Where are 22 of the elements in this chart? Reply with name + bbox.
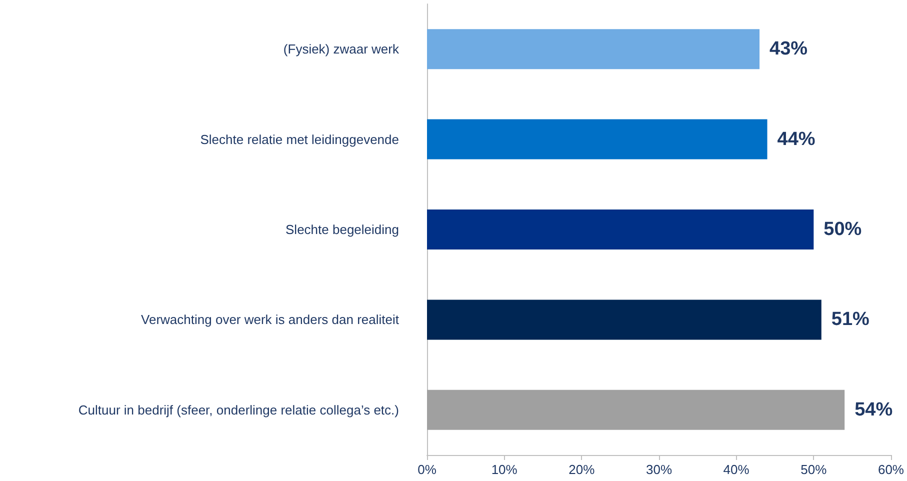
x-tick-label: 50% <box>800 462 828 477</box>
data-label: 43% <box>770 38 808 60</box>
bar <box>427 300 822 340</box>
y-tick-label: Verwachting over werk is anders dan realiteit <box>141 312 400 328</box>
x-tick-label: 30% <box>646 462 672 477</box>
data-label: 51% <box>831 309 870 330</box>
data-label: 44% <box>777 128 816 150</box>
x-tick-label: 10% <box>491 462 518 477</box>
x-tick-label: 40% <box>723 462 750 477</box>
bar <box>427 29 760 70</box>
x-tick-label: 60% <box>878 462 904 477</box>
data-label: 50% <box>824 219 862 240</box>
x-tick-label: 0% <box>418 462 437 477</box>
y-tick-label: Slechte relatie met leidinggevende <box>200 132 399 147</box>
y-tick-label: Cultuur in bedrijf (sfeer, onderlinge relatie collega’s etc.) <box>78 402 399 418</box>
x-tick-label: 20% <box>568 462 596 477</box>
bar <box>427 210 814 250</box>
y-tick-label: Slechte begeleiding <box>286 222 399 237</box>
bar <box>427 390 845 430</box>
bar <box>427 119 768 160</box>
data-label: 54% <box>854 399 893 420</box>
y-tick-label: (Fysiek) zwaar werk <box>283 42 400 57</box>
